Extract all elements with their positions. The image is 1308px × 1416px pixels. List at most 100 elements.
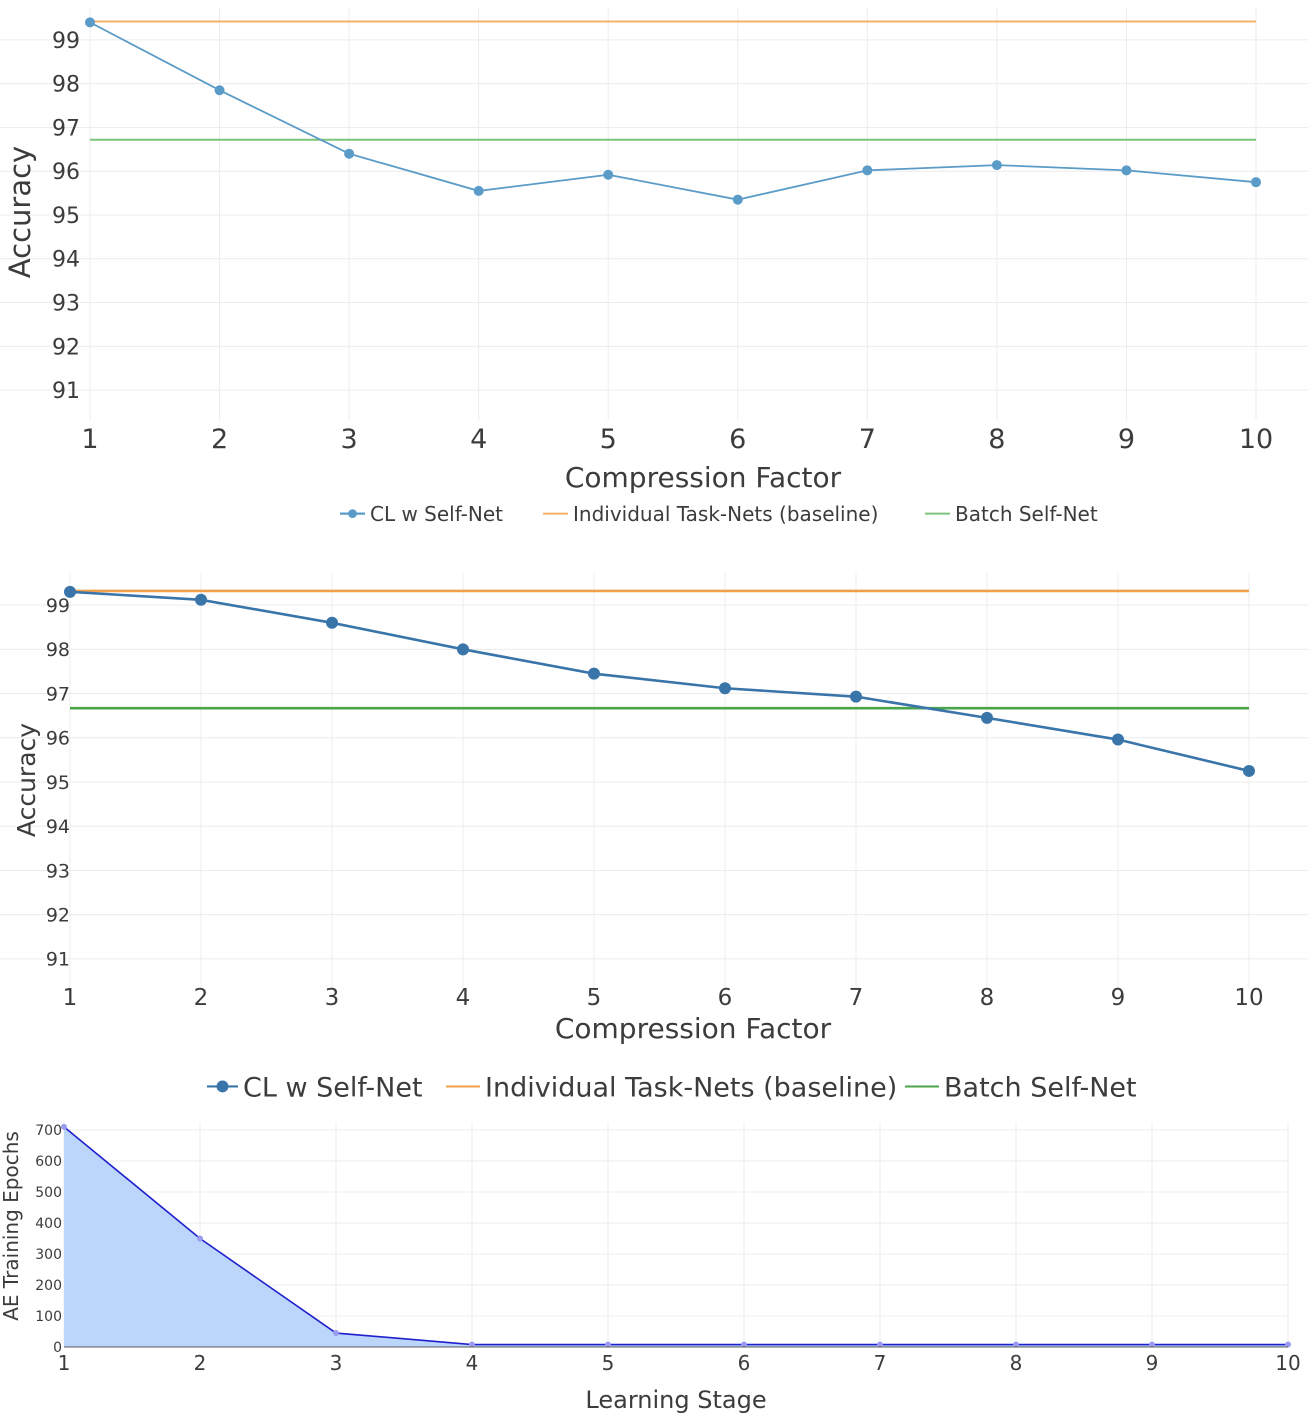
y-tick-label: 100	[35, 1309, 62, 1325]
data-point	[333, 1330, 339, 1337]
series-line	[63, 1126, 1288, 1346]
y-tick-label: 97	[46, 683, 70, 705]
x-tick-label: 6	[729, 424, 746, 455]
x-tick-label: 1	[81, 424, 98, 455]
data-point	[85, 17, 95, 28]
data-point	[473, 185, 484, 196]
y-tick-label: 95	[52, 204, 80, 229]
y-tick-label: 500	[35, 1185, 62, 1201]
series-line	[89, 21, 1257, 201]
y-tick-label: 97	[52, 116, 80, 141]
data-point	[605, 1341, 611, 1348]
y-tick-label: 98	[46, 639, 70, 661]
x-tick-label: 4	[466, 1351, 479, 1375]
x-tick-label: 6	[718, 985, 733, 1011]
x-tick-label: 9	[1118, 424, 1135, 455]
x-tick-label: 1	[63, 985, 78, 1011]
gridlines	[0, 573, 1308, 989]
x-tick-label: 10	[1239, 424, 1273, 455]
x-tick-label: 2	[194, 1351, 207, 1375]
x-tick-label: 5	[602, 1351, 615, 1375]
data-point	[877, 1341, 883, 1348]
y-tick-label: 99	[52, 29, 80, 54]
legend-item: Batch Self-Net	[905, 1072, 1137, 1103]
x-tick-label: 8	[1010, 1351, 1023, 1375]
y-tick-label: 93	[52, 291, 80, 316]
y-tick-label: 200	[35, 1278, 62, 1294]
x-tick-label: 4	[456, 985, 471, 1011]
accuracy-chart-middle: 91 92 93 94 95 96 97 98 99 1 2 3 4 5 6 7 8 9 10 Compression…	[0, 573, 1308, 1103]
legend-item: CL w Self-Net	[207, 1072, 423, 1103]
y-tick-label: 94	[52, 248, 80, 273]
series-area-fill	[64, 1126, 1288, 1347]
x-tick-label: 9	[1146, 1351, 1159, 1375]
legend: CL w Self-Net Individual Task-Nets (basel…	[207, 1072, 1137, 1103]
series-cl-w-self-net	[64, 585, 1255, 777]
x-tick-label: 6	[738, 1351, 751, 1375]
y-tick-label: 600	[35, 1154, 62, 1170]
y-tick-label: 91	[46, 949, 70, 971]
legend-label: Individual Task-Nets (baseline)	[573, 502, 878, 526]
y-axis-label: AE Training Epochs	[0, 1131, 23, 1321]
legend-swatch-marker	[216, 1080, 229, 1093]
data-point	[1149, 1341, 1155, 1348]
legend-label: Individual Task-Nets (baseline)	[485, 1072, 897, 1103]
x-tick-label: 3	[341, 424, 358, 455]
data-point	[1013, 1341, 1019, 1348]
legend-item: CL w Self-Net	[340, 502, 503, 526]
data-point	[732, 194, 743, 205]
x-tick-label: 8	[988, 424, 1005, 455]
data-point	[1243, 764, 1255, 777]
data-point	[741, 1341, 747, 1348]
data-point	[469, 1341, 475, 1348]
legend-label: Batch Self-Net	[944, 1072, 1137, 1103]
x-tick-label: 2	[211, 424, 228, 455]
y-tick-label: 93	[46, 860, 70, 882]
data-point	[344, 148, 355, 159]
y-tick-label: 300	[35, 1247, 62, 1263]
data-point	[326, 616, 338, 629]
legend-swatch-marker	[348, 509, 357, 518]
data-point	[1121, 165, 1132, 176]
y-tick-label: 95	[46, 772, 70, 794]
x-tick-label: 8	[980, 985, 995, 1011]
x-tick-label: 2	[194, 985, 209, 1011]
x-tick-label: 3	[330, 1351, 343, 1375]
x-tick-label: 3	[325, 985, 340, 1011]
y-axis-label: Accuracy	[3, 146, 37, 278]
accuracy-chart-top: 91 92 93 94 95 96 97 98 99 1 2 3 4 5 6 7 8 9 10 Compression…	[0, 8, 1308, 526]
y-tick-label: 92	[46, 905, 70, 927]
x-tick-label: 5	[600, 424, 617, 455]
y-axis-label: Accuracy	[12, 723, 41, 837]
data-point	[850, 690, 862, 703]
data-point	[719, 682, 731, 695]
y-tick-label: 91	[52, 379, 80, 404]
x-axis-label: Compression Factor	[565, 461, 842, 494]
legend: CL w Self-Net Individual Task-Nets (basel…	[340, 502, 1098, 526]
data-point	[588, 667, 600, 680]
x-tick-label: 1	[58, 1351, 71, 1375]
series-cl-w-self-net	[85, 17, 1261, 205]
legend-label: CL w Self-Net	[243, 1072, 423, 1103]
x-tick-label: 10	[1234, 985, 1263, 1011]
x-tick-label: 9	[1111, 985, 1126, 1011]
y-tick-label: 92	[52, 335, 80, 360]
y-tick-label: 94	[46, 816, 70, 838]
gridlines	[0, 8, 1308, 420]
x-tick-label: 4	[470, 424, 487, 455]
legend-label: CL w Self-Net	[370, 502, 503, 526]
data-point	[64, 585, 76, 598]
legend-label: Batch Self-Net	[955, 502, 1098, 526]
y-tick-label: 96	[46, 728, 70, 750]
x-axis-label: Compression Factor	[555, 1012, 832, 1045]
x-tick-label: 5	[587, 985, 602, 1011]
y-tick-label: 96	[52, 160, 80, 185]
x-tick-label: 7	[849, 985, 864, 1011]
data-point	[1285, 1341, 1291, 1348]
x-tick-label: 7	[859, 424, 876, 455]
series-line	[69, 590, 1250, 773]
x-tick-label: 10	[1275, 1351, 1300, 1375]
data-point	[1251, 177, 1261, 188]
data-point	[61, 1123, 67, 1130]
